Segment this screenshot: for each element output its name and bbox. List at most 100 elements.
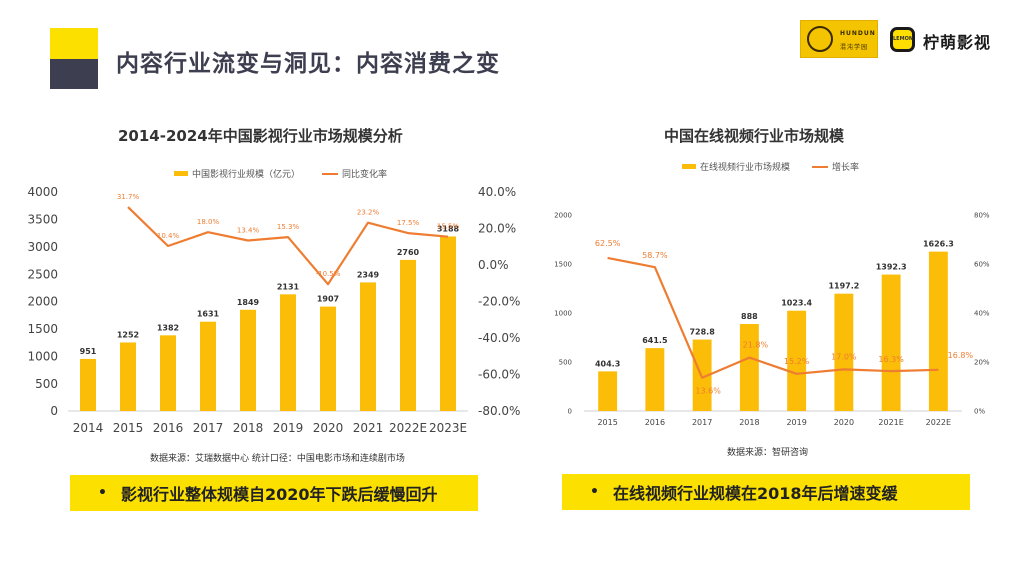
legend-bar-swatch — [174, 171, 188, 176]
right-chart-y-tick-label: 2000 — [554, 211, 572, 219]
left-chart-y-tick-label: 0 — [50, 404, 58, 418]
right-chart-bar-value-label: 1197.2 — [828, 282, 859, 291]
right-chart-source: 数据来源：智研咨询 — [727, 448, 809, 458]
right-chart-bar — [928, 251, 948, 411]
right-chart-x-tick-label: 2022E — [926, 418, 951, 427]
left-chart-bar — [280, 294, 296, 411]
left-chart-bar-value-label: 1849 — [237, 298, 260, 307]
left-chart-y2-tick-label: -40.0% — [478, 331, 520, 345]
left-chart-y2-tick-label: -80.0% — [478, 404, 520, 418]
left-chart-x-tick-label: 2023E — [429, 421, 467, 435]
legend-line-label: 同比变化率 — [342, 170, 388, 180]
right-chart-x-tick-label: 2021E — [878, 418, 903, 427]
left-chart-bar — [240, 309, 256, 411]
left-chart-y2-tick-label: 20.0% — [478, 222, 516, 236]
left-chart-title: 2014-2024年中国影视行业市场规模分析 — [118, 127, 403, 145]
left-chart-y-tick-label: 3000 — [27, 240, 58, 254]
hundun-logo-cn: 混沌学园 — [840, 44, 869, 51]
left-chart-y2-tick-label: 40.0% — [478, 185, 516, 199]
right-chart-x-tick-label: 2015 — [597, 418, 617, 427]
left-chart-legend: 中国影视行业规模（亿元） 同比变化率 — [174, 167, 387, 180]
legend-line-swatch — [812, 165, 829, 168]
hundun-logo: HUNDUN 混沌学园 — [800, 20, 878, 58]
left-chart-bar-value-label: 2131 — [277, 282, 300, 291]
left-chart-x-tick-label: 2015 — [113, 421, 144, 435]
right-chart-bar — [645, 348, 665, 411]
legend-line-swatch — [322, 172, 339, 175]
left-chart-bar — [80, 358, 96, 411]
left-chart-y-tick-label: 1500 — [27, 322, 58, 336]
right-chart-title: 中国在线视频行业市场规模 — [664, 127, 845, 145]
left-insight-banner: • 影视行业整体规模自2020年下跌后缓慢回升 — [70, 475, 478, 511]
bullet-icon: • — [590, 484, 599, 500]
right-chart-bar — [598, 371, 618, 411]
right-chart-x-tick-label: 2019 — [786, 418, 806, 427]
right-chart-growth-label: 15.2% — [784, 357, 810, 366]
left-chart-x-tick-label: 2022E — [389, 421, 427, 435]
right-chart-growth-label: 58.7% — [642, 251, 668, 260]
right-chart-growth-label: 16.3% — [878, 355, 904, 364]
left-chart-bar-value-label: 1631 — [197, 310, 220, 319]
left-chart-y-tick-label: 2500 — [27, 267, 58, 281]
left-chart-bar — [440, 236, 456, 411]
left-chart-y2-tick-label: 0.0% — [478, 258, 509, 272]
left-chart-y-tick-label: 4000 — [27, 185, 58, 199]
right-chart-y-tick-label: 500 — [559, 358, 572, 366]
right-chart-bar-value-label: 888 — [741, 312, 758, 321]
bullet-icon: • — [98, 485, 107, 501]
left-chart-x-tick-label: 2021 — [353, 421, 384, 435]
company-logo-text: 柠萌影视 — [923, 33, 992, 52]
left-chart-x-tick-label: 2017 — [193, 421, 224, 435]
hundun-circle-icon — [807, 26, 833, 52]
left-chart-bar-value-label: 1382 — [157, 323, 179, 332]
legend-bar-swatch — [682, 164, 696, 169]
right-chart-y-tick-label: 0 — [568, 407, 572, 415]
right-insight-banner: • 在线视频行业规模在2018年后增速变缓 — [562, 474, 970, 510]
page-title: 内容行业流变与洞见：内容消费之变 — [116, 51, 500, 77]
left-chart-growth-label: 10.4% — [157, 232, 180, 240]
right-chart-y2-tick-label: 80% — [974, 211, 990, 219]
left-chart-growth-line — [127, 206, 449, 286]
right-chart-y2-tick-label: 60% — [974, 260, 990, 268]
right-chart-growth-label: 17.0% — [831, 352, 857, 361]
right-chart-y-tick-label: 1500 — [554, 260, 572, 268]
left-chart-bar-value-label: 1252 — [117, 330, 139, 339]
title-accent-navy — [50, 59, 98, 89]
left-chart-growth-label: 15.3% — [277, 223, 300, 231]
right-chart-bar-value-label: 1626.3 — [923, 240, 954, 249]
left-chart-bar-value-label: 1907 — [317, 295, 339, 304]
left-chart-y2-tick-label: -60.0% — [478, 368, 520, 382]
left-chart-growth-label: 31.7% — [117, 193, 140, 201]
left-chart-growth-label: 13.4% — [237, 227, 260, 235]
left-chart-bar-value-label: 3188 — [437, 224, 460, 233]
left-chart-y-tick-label: 1000 — [27, 349, 58, 363]
left-chart-x-tick-label: 2014 — [73, 421, 104, 435]
left-insight-text: 影视行业整体规模自2020年下跌后缓慢回升 — [120, 485, 438, 504]
right-chart-y2-tick-label: 20% — [974, 358, 990, 366]
legend-bar-label: 中国影视行业规模（亿元） — [192, 170, 301, 180]
left-chart-bar-value-label: 2349 — [357, 270, 380, 279]
right-chart-x-tick-label: 2017 — [692, 418, 712, 427]
right-chart-x-tick-label: 2020 — [834, 418, 854, 427]
left-chart-x-tick-label: 2020 — [313, 421, 344, 435]
legend-line-label: 增长率 — [832, 163, 860, 173]
left-chart-growth-label: 15.5% — [437, 223, 460, 231]
left-chart-bar-value-label: 951 — [80, 347, 97, 356]
right-chart-x-tick-label: 2016 — [645, 418, 665, 427]
title-accent-yellow — [50, 28, 98, 59]
right-chart-bar — [739, 323, 759, 411]
right-chart-growth-line — [607, 256, 939, 379]
right-chart-bar-value-label: 1392.3 — [876, 263, 907, 272]
right-chart-bar-value-label: 404.3 — [595, 359, 620, 368]
right-insight-text: 在线视频行业规模在2018年后增速变缓 — [612, 484, 898, 503]
left-chart-bar-value-label: 2760 — [397, 248, 420, 257]
right-chart-growth-label: 16.8% — [948, 351, 974, 360]
left-chart-growth-label: -10.5% — [316, 270, 341, 278]
right-chart-growth-label: 21.8% — [743, 341, 769, 350]
left-chart-growth-label: 23.2% — [357, 209, 380, 217]
left-chart-bar — [160, 335, 176, 411]
left-chart-growth-label: 18.0% — [197, 218, 220, 226]
right-chart-y2-tick-label: 0% — [974, 407, 985, 415]
right-chart-x-tick-label: 2018 — [739, 418, 759, 427]
